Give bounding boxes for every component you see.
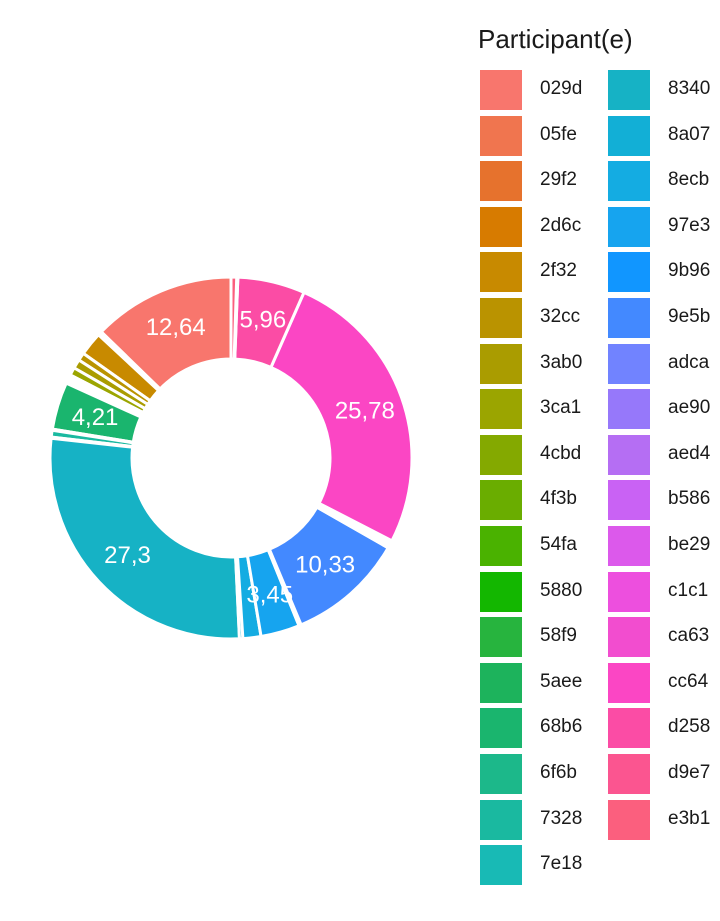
legend-key-32cc xyxy=(480,298,522,338)
slice-8340 xyxy=(48,436,242,641)
legend-label-7328: 7328 xyxy=(540,807,583,829)
slice-label-97e3: 3,45 xyxy=(246,582,293,609)
legend-key-8340 xyxy=(608,70,650,110)
legend-label-adca: adca xyxy=(668,351,710,373)
legend-label-5880: 5880 xyxy=(540,579,583,601)
legend-label-8ecb: 8ecb xyxy=(668,169,710,191)
legend-label-d9e7: d9e7 xyxy=(668,762,711,783)
legend-key-6f6b xyxy=(480,754,522,794)
legend-key-9b96 xyxy=(608,252,650,293)
legend-key-2f32 xyxy=(480,252,522,293)
slice-label-cc64: 25,78 xyxy=(335,398,395,425)
slice-e3b1 xyxy=(229,275,239,361)
legend-key-b586 xyxy=(608,480,650,521)
legend-key-9e5b xyxy=(608,298,650,338)
legend-key-8a07 xyxy=(608,115,650,156)
legend-key-cc64 xyxy=(608,662,650,703)
legend-label-3ab0: 3ab0 xyxy=(540,351,583,373)
legend-label-3ca1: 3ca1 xyxy=(540,397,582,419)
legend-label-7e18: 7e18 xyxy=(540,853,583,875)
legend-label-029d: 029d xyxy=(540,78,583,99)
legend-key-97e3 xyxy=(608,206,650,247)
legend-key-adca xyxy=(608,343,650,384)
legend-label-9b96: 9b96 xyxy=(668,260,711,282)
legend-label-5aee: 5aee xyxy=(540,670,583,692)
legend-label-ae90: ae90 xyxy=(668,397,711,419)
legend-key-be29 xyxy=(608,526,650,566)
legend-label-6f6b: 6f6b xyxy=(540,762,577,783)
slice-label-9e5b: 10,33 xyxy=(295,551,355,578)
legend-key-5880 xyxy=(480,571,522,612)
legend-label-be29: be29 xyxy=(668,534,711,555)
legend-key-7328 xyxy=(480,799,522,840)
legend-key-58f9 xyxy=(480,617,522,658)
slice-cc64 xyxy=(268,290,414,543)
legend-key-ae90 xyxy=(608,389,650,430)
legend-label-2d6c: 2d6c xyxy=(540,214,582,236)
legend-key-54fa xyxy=(480,526,522,566)
legend-key-3ca1 xyxy=(480,389,522,430)
slice-label-68b6: 4,21 xyxy=(72,404,119,431)
legend-key-aed4 xyxy=(608,434,650,475)
legend-label-b586: b586 xyxy=(668,488,711,510)
legend-key-029d xyxy=(480,70,522,110)
legend-label-4f3b: 4f3b xyxy=(540,488,577,510)
legend-key-05fe xyxy=(480,115,522,156)
slice-label-8340: 27,3 xyxy=(104,542,151,569)
legend-label-54fa: 54fa xyxy=(540,534,577,555)
legend-label-d258: d258 xyxy=(668,716,711,738)
legend-label-68b6: 68b6 xyxy=(540,716,583,738)
legend-label-2f32: 2f32 xyxy=(540,260,577,282)
legend-key-7e18 xyxy=(480,845,522,886)
slice-label-d258: 5,96 xyxy=(240,307,287,334)
legend-key-29f2 xyxy=(480,161,522,202)
legend-key-d258 xyxy=(608,708,650,749)
legend-key-4f3b xyxy=(480,480,522,521)
legend-key-4cbd xyxy=(480,434,522,475)
legend-label-05fe: 05fe xyxy=(540,123,577,145)
legend-label-c1c1: c1c1 xyxy=(668,579,709,601)
legend-title: Participant(e) xyxy=(478,24,633,54)
donut-slices xyxy=(48,275,414,641)
legend-label-8a07: 8a07 xyxy=(668,123,711,145)
legend-label-cc64: cc64 xyxy=(668,670,709,692)
legend-label-97e3: 97e3 xyxy=(668,214,711,236)
legend-key-2d6c xyxy=(480,206,522,247)
legend-key-ca63 xyxy=(608,617,650,658)
legend-key-c1c1 xyxy=(608,571,650,612)
legend-label-e3b1: e3b1 xyxy=(668,807,711,829)
legend-label-aed4: aed4 xyxy=(668,442,711,464)
legend-label-4cbd: 4cbd xyxy=(540,442,582,464)
legend-key-e3b1 xyxy=(608,799,650,840)
legend-label-29f2: 29f2 xyxy=(540,169,577,191)
legend-key-5aee xyxy=(480,662,522,703)
legend-label-9e5b: 9e5b xyxy=(668,306,711,327)
slice-label-029d: 12,64 xyxy=(146,314,206,341)
legend-label-8340: 8340 xyxy=(668,78,711,99)
legend-key-68b6 xyxy=(480,708,522,749)
legend-label-58f9: 58f9 xyxy=(540,625,577,647)
legend-key-d9e7 xyxy=(608,754,650,794)
legend-label-32cc: 32cc xyxy=(540,306,581,327)
legend-key-3ab0 xyxy=(480,343,522,384)
legend-label-ca63: ca63 xyxy=(668,625,710,647)
legend-key-8ecb xyxy=(608,161,650,202)
